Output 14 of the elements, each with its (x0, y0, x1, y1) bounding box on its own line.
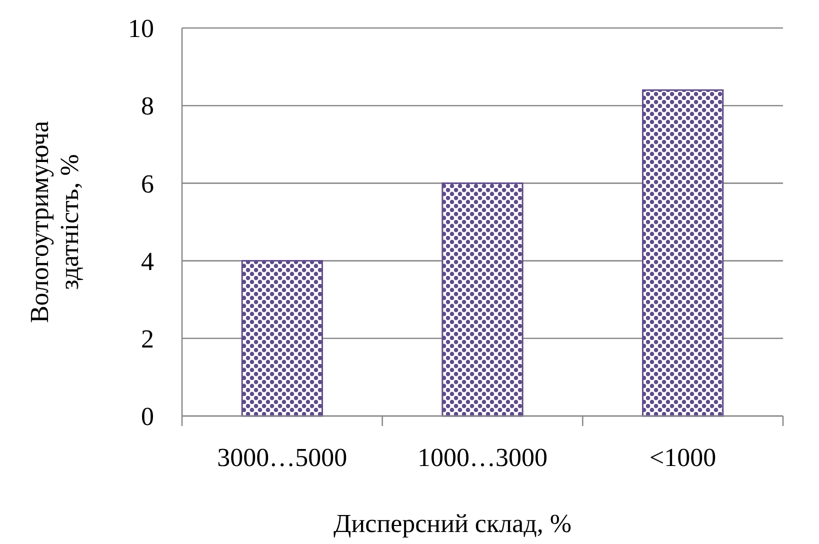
bar (642, 89, 724, 417)
y-tick-label: 2 (141, 324, 154, 354)
x-tick-label: <1000 (649, 443, 716, 472)
y-tick-label: 8 (141, 92, 154, 121)
y-tick-label: 6 (141, 169, 154, 198)
bar (241, 260, 323, 417)
y-axis-title: Вологоутримуюча здатність, % (25, 120, 84, 324)
y-tick-label: 10 (128, 14, 154, 44)
y-tick-label: 4 (141, 246, 154, 276)
bar (442, 182, 524, 417)
x-axis-title: Дисперсний склад, % (334, 509, 572, 538)
x-tick-label: 1000…3000 (418, 443, 548, 472)
y-tick-label: 0 (141, 402, 154, 432)
x-tick-label: 3000…5000 (217, 443, 348, 472)
